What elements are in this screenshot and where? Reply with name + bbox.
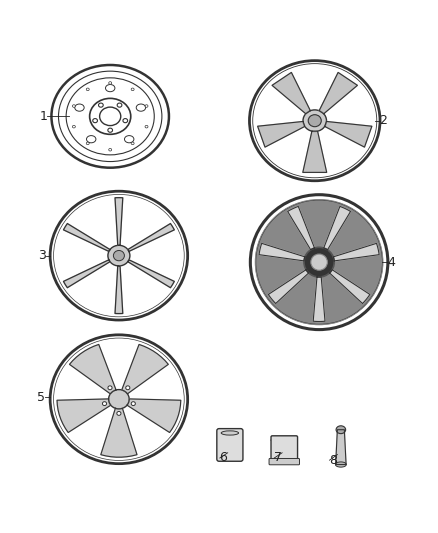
Ellipse shape: [117, 103, 122, 107]
Polygon shape: [70, 344, 116, 394]
Ellipse shape: [256, 200, 382, 324]
Text: 6: 6: [219, 451, 227, 464]
Text: 7: 7: [274, 451, 282, 464]
FancyBboxPatch shape: [269, 458, 300, 465]
Ellipse shape: [86, 135, 96, 143]
Ellipse shape: [308, 115, 321, 127]
Polygon shape: [115, 266, 123, 313]
Polygon shape: [64, 260, 110, 288]
Text: 4: 4: [387, 256, 395, 269]
Ellipse shape: [75, 104, 84, 111]
Polygon shape: [115, 198, 123, 245]
Ellipse shape: [113, 251, 124, 261]
Ellipse shape: [124, 135, 134, 143]
Ellipse shape: [106, 85, 115, 92]
Polygon shape: [329, 270, 370, 303]
Polygon shape: [313, 277, 325, 321]
Text: 8: 8: [329, 454, 337, 467]
Text: 5: 5: [37, 391, 46, 403]
Polygon shape: [288, 206, 314, 250]
Polygon shape: [122, 344, 168, 394]
Ellipse shape: [131, 142, 134, 144]
Ellipse shape: [102, 402, 106, 406]
Polygon shape: [319, 72, 357, 114]
Ellipse shape: [311, 254, 327, 270]
Ellipse shape: [123, 118, 127, 123]
Polygon shape: [324, 206, 350, 250]
Ellipse shape: [93, 118, 98, 123]
Ellipse shape: [221, 431, 239, 435]
Ellipse shape: [145, 125, 148, 128]
Polygon shape: [57, 399, 111, 432]
Ellipse shape: [131, 88, 134, 91]
Polygon shape: [268, 270, 309, 303]
Ellipse shape: [86, 88, 89, 91]
FancyBboxPatch shape: [271, 436, 297, 463]
Ellipse shape: [303, 110, 326, 132]
Ellipse shape: [336, 426, 346, 434]
Ellipse shape: [109, 82, 112, 84]
Polygon shape: [127, 399, 181, 432]
Ellipse shape: [108, 128, 113, 132]
Polygon shape: [272, 72, 311, 114]
Text: 1: 1: [39, 110, 47, 123]
Ellipse shape: [109, 390, 129, 409]
Polygon shape: [303, 131, 327, 172]
Ellipse shape: [117, 411, 121, 415]
Ellipse shape: [72, 125, 75, 128]
Text: 3: 3: [39, 249, 46, 262]
Ellipse shape: [131, 402, 135, 406]
Ellipse shape: [99, 103, 103, 107]
Polygon shape: [325, 122, 372, 147]
Ellipse shape: [336, 462, 346, 467]
Polygon shape: [128, 260, 174, 288]
Polygon shape: [128, 223, 174, 252]
Ellipse shape: [72, 105, 75, 107]
Polygon shape: [258, 122, 305, 147]
Polygon shape: [101, 408, 137, 457]
Ellipse shape: [145, 105, 148, 107]
Ellipse shape: [108, 245, 130, 266]
Ellipse shape: [109, 149, 112, 151]
FancyBboxPatch shape: [217, 429, 243, 461]
Ellipse shape: [304, 247, 334, 277]
Ellipse shape: [136, 104, 145, 111]
Polygon shape: [336, 430, 346, 465]
Ellipse shape: [271, 437, 297, 443]
Ellipse shape: [126, 386, 130, 390]
Polygon shape: [259, 244, 305, 261]
Text: 2: 2: [380, 114, 388, 127]
Polygon shape: [333, 244, 379, 261]
Ellipse shape: [108, 386, 112, 390]
Polygon shape: [64, 223, 110, 252]
Ellipse shape: [86, 142, 89, 144]
